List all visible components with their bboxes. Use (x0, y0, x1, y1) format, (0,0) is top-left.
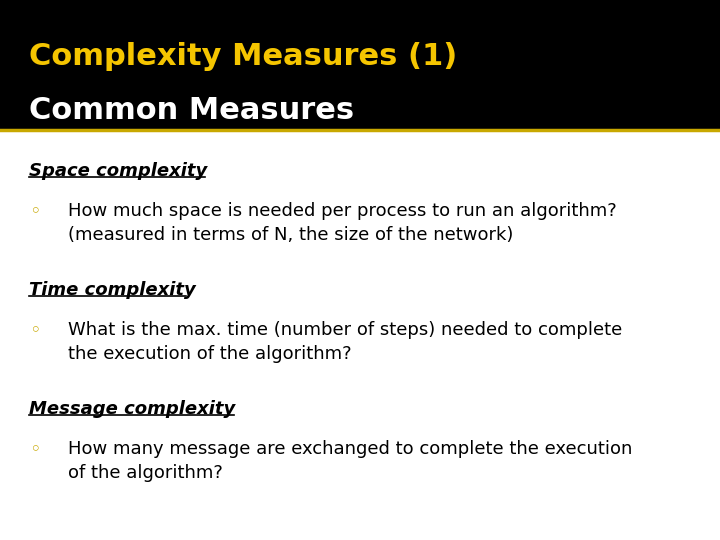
Text: Time complexity: Time complexity (29, 281, 196, 299)
Text: What is the max. time (number of steps) needed to complete
the execution of the : What is the max. time (number of steps) … (68, 321, 623, 363)
FancyBboxPatch shape (0, 0, 720, 130)
Text: How much space is needed per process to run an algorithm?
(measured in terms of : How much space is needed per process to … (68, 202, 617, 244)
Text: Common Measures: Common Measures (29, 96, 354, 125)
Text: Space complexity: Space complexity (29, 162, 207, 180)
Text: Message complexity: Message complexity (29, 400, 235, 417)
Text: Complexity Measures (1): Complexity Measures (1) (29, 42, 457, 71)
Text: How many message are exchanged to complete the execution
of the algorithm?: How many message are exchanged to comple… (68, 440, 633, 482)
Text: ◦: ◦ (29, 440, 40, 459)
Text: ◦: ◦ (29, 321, 40, 340)
Text: ◦: ◦ (29, 202, 40, 221)
